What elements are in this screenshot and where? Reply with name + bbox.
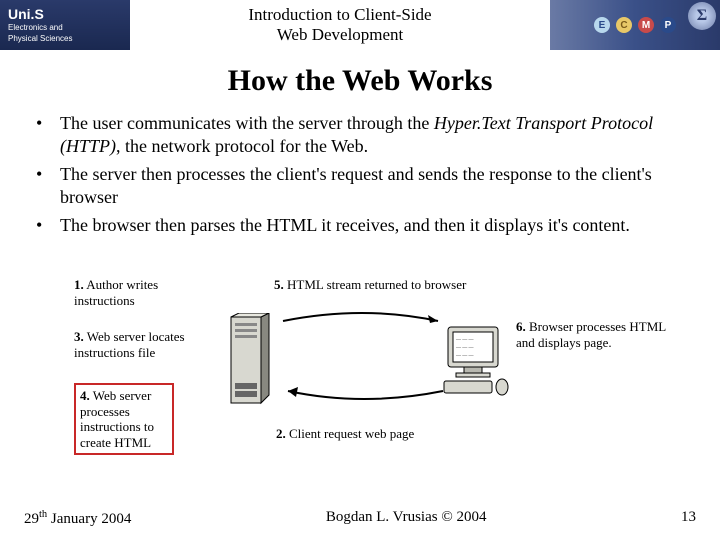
badge-m: M: [638, 17, 654, 33]
department-line-2: Physical Sciences: [8, 35, 130, 44]
badge-p: P: [660, 17, 676, 33]
slide-footer: 29th January 2004 Bogdan L. Vrusias © 20…: [0, 509, 720, 528]
footer-date: 29th January 2004: [24, 509, 131, 528]
bullet-dot: •: [36, 163, 60, 210]
bullet-item: • The user communicates with the server …: [36, 112, 672, 159]
title-text: How the Web Works: [228, 64, 493, 97]
bullet-text: The server then processes the client's r…: [60, 163, 672, 210]
diagram-label-6: 6. Browser processes HTML and displays p…: [516, 319, 676, 350]
badge-e: E: [594, 17, 610, 33]
svg-text:— — —: — — —: [455, 346, 475, 351]
university-name: Uni.S: [8, 6, 130, 22]
diagram-label-1: 1. Author writes instructions: [74, 277, 184, 308]
diagram-label-5: 5. HTML stream returned to browser: [274, 277, 514, 293]
bullet-item: • The browser then parses the HTML it re…: [36, 214, 672, 237]
slide-title: How the Web Works: [0, 64, 720, 98]
course-line-2: Web Development: [130, 25, 550, 45]
diagram-label-4: 4. Web server processes instructions to …: [74, 383, 174, 455]
bullet-item: • The server then processes the client's…: [36, 163, 672, 210]
footer-author: Bogdan L. Vrusias © 2004: [326, 509, 487, 528]
header-logo-right: Σ E C M P: [550, 0, 720, 50]
diagram-label-3: 3. Web server locates instructions file: [74, 329, 194, 360]
arrow-bottom-icon: [278, 385, 448, 409]
bullet-list: • The user communicates with the server …: [0, 112, 720, 237]
server-icon: [225, 313, 275, 413]
bullet-text: The user communicates with the server th…: [60, 112, 672, 159]
department-line-1: Electronics and: [8, 24, 130, 33]
course-title: Introduction to Client-Side Web Developm…: [130, 1, 550, 48]
badge-c: C: [616, 17, 632, 33]
computer-icon: — — — — — — — — —: [442, 323, 512, 403]
sigma-icon: Σ: [688, 2, 716, 30]
svg-text:— — —: — — —: [455, 354, 475, 359]
bullet-dot: •: [36, 214, 60, 237]
svg-text:— — —: — — —: [455, 338, 475, 343]
course-line-1: Introduction to Client-Side: [130, 5, 550, 25]
diagram-label-2: 2. Client request web page: [276, 426, 476, 442]
arrow-top-icon: [278, 303, 448, 327]
slide-header: Uni.S Electronics and Physical Sciences …: [0, 0, 720, 50]
bullet-text: The browser then parses the HTML it rece…: [60, 214, 672, 237]
letter-badges: E C M P: [594, 17, 676, 33]
footer-page-number: 13: [681, 509, 696, 528]
header-logo-left: Uni.S Electronics and Physical Sciences: [0, 0, 130, 50]
bullet-dot: •: [36, 112, 60, 159]
diagram-area: 1. Author writes instructions 3. Web ser…: [0, 245, 720, 465]
